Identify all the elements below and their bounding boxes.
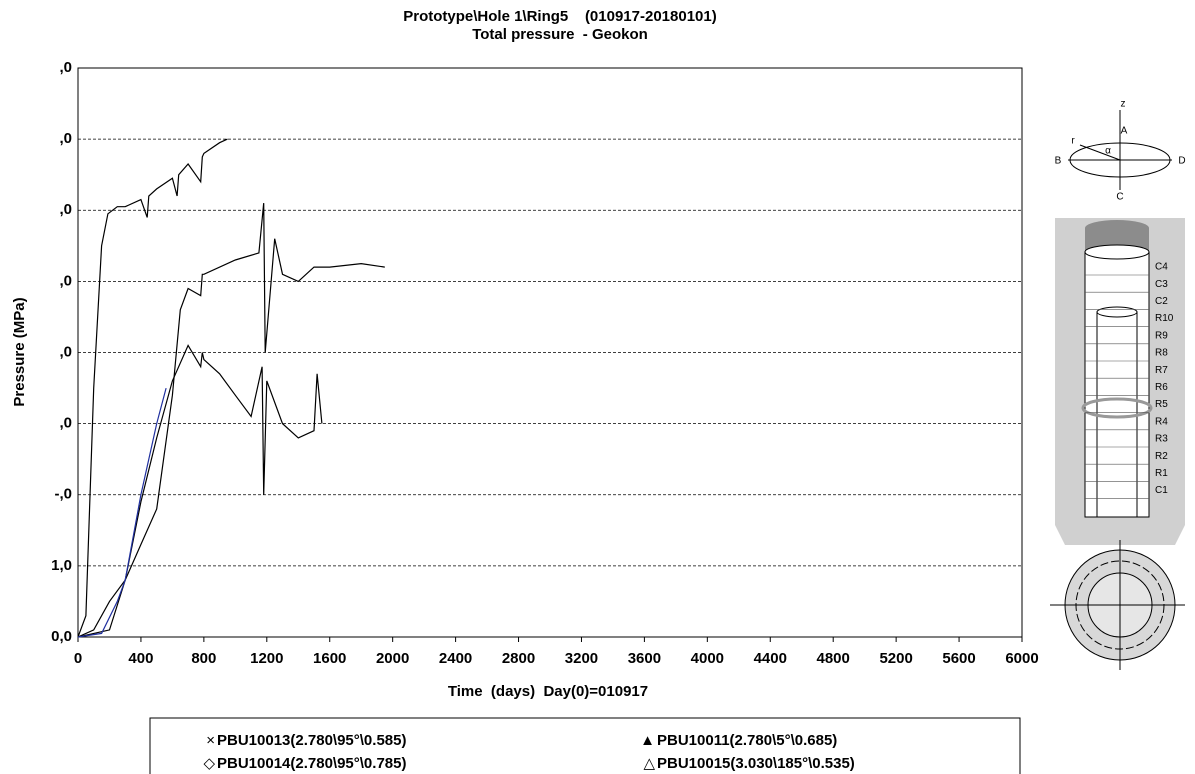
legend-marker: ◇	[203, 755, 215, 772]
y-tick-label: ,0	[59, 130, 72, 147]
y-tick-label: 0,0	[51, 628, 72, 645]
x-tick-label: 5200	[879, 650, 912, 667]
diagram-label: C	[1116, 192, 1123, 203]
ring-label: R6	[1155, 382, 1168, 393]
ring-label: C2	[1155, 296, 1168, 307]
legend-marker: ▲	[640, 732, 655, 749]
legend-marker: ×	[206, 732, 215, 749]
y-tick-label: ,0	[59, 59, 72, 76]
x-tick-label: 400	[128, 650, 153, 667]
series-line	[77, 387, 167, 638]
y-tick-label: -,0	[54, 486, 72, 503]
y-tick-label: ,0	[59, 415, 72, 432]
y-axis-label: Pressure (MPa)	[11, 297, 28, 406]
legend-marker: △	[643, 755, 655, 772]
x-tick-label: 3600	[628, 650, 661, 667]
legend-label: PBU10014(2.780\95°\0.785)	[217, 755, 406, 772]
ring-label: R7	[1155, 365, 1168, 376]
x-axis-label: Time (days) Day(0)=010917	[448, 683, 648, 700]
ring-label: R4	[1155, 416, 1168, 427]
diagram-label: A	[1121, 126, 1128, 137]
diagram-label: α	[1105, 146, 1111, 157]
x-tick-label: 2400	[439, 650, 472, 667]
x-tick-label: 5600	[942, 650, 975, 667]
chart-title: Prototype\Hole 1\Ring5 (010917-20180101)	[403, 8, 716, 25]
x-tick-label: 3200	[565, 650, 598, 667]
x-tick-label: 4000	[691, 650, 724, 667]
x-tick-label: 4400	[754, 650, 787, 667]
ring-label: R10	[1155, 313, 1174, 324]
y-tick-label: ,0	[59, 272, 72, 289]
legend-label: PBU10013(2.780\95°\0.585)	[217, 732, 406, 749]
legend-label: PBU10011(2.780\5°\0.685)	[657, 732, 837, 749]
diagram-label: B	[1055, 156, 1062, 167]
legend-label: PBU10015(3.030\185°\0.535)	[657, 755, 855, 772]
series-line	[77, 203, 385, 638]
ring-label: C4	[1155, 262, 1168, 273]
ring-label: C3	[1155, 279, 1168, 290]
x-tick-label: 1200	[250, 650, 283, 667]
ring-label: R3	[1155, 434, 1168, 445]
diagram	[1050, 110, 1185, 670]
x-tick-label: 2000	[376, 650, 409, 667]
chart-subtitle: Total pressure - Geokon	[472, 26, 648, 43]
diagram-label: r	[1071, 136, 1075, 147]
y-tick-label: ,0	[59, 343, 72, 360]
diagram-label: z	[1121, 99, 1126, 110]
y-tick-label: 1,0	[51, 557, 72, 574]
legend-box	[149, 717, 1021, 774]
x-tick-label: 2800	[502, 650, 535, 667]
ring-label: R5	[1155, 399, 1168, 410]
diagram-label: D	[1178, 156, 1185, 167]
ring-label: R1	[1155, 468, 1168, 479]
x-tick-label: 1600	[313, 650, 346, 667]
series-line	[77, 344, 323, 638]
x-tick-label: 4800	[817, 650, 850, 667]
ring-label: R2	[1155, 451, 1168, 462]
x-tick-label: 6000	[1005, 650, 1038, 667]
y-tick-label: ,0	[59, 201, 72, 218]
x-tick-label: 800	[191, 650, 216, 667]
ring-label: R9	[1155, 330, 1168, 341]
series-line	[77, 138, 228, 638]
ring-label: R8	[1155, 348, 1168, 359]
x-tick-label: 0	[74, 650, 82, 667]
ring-label: C1	[1155, 485, 1168, 496]
